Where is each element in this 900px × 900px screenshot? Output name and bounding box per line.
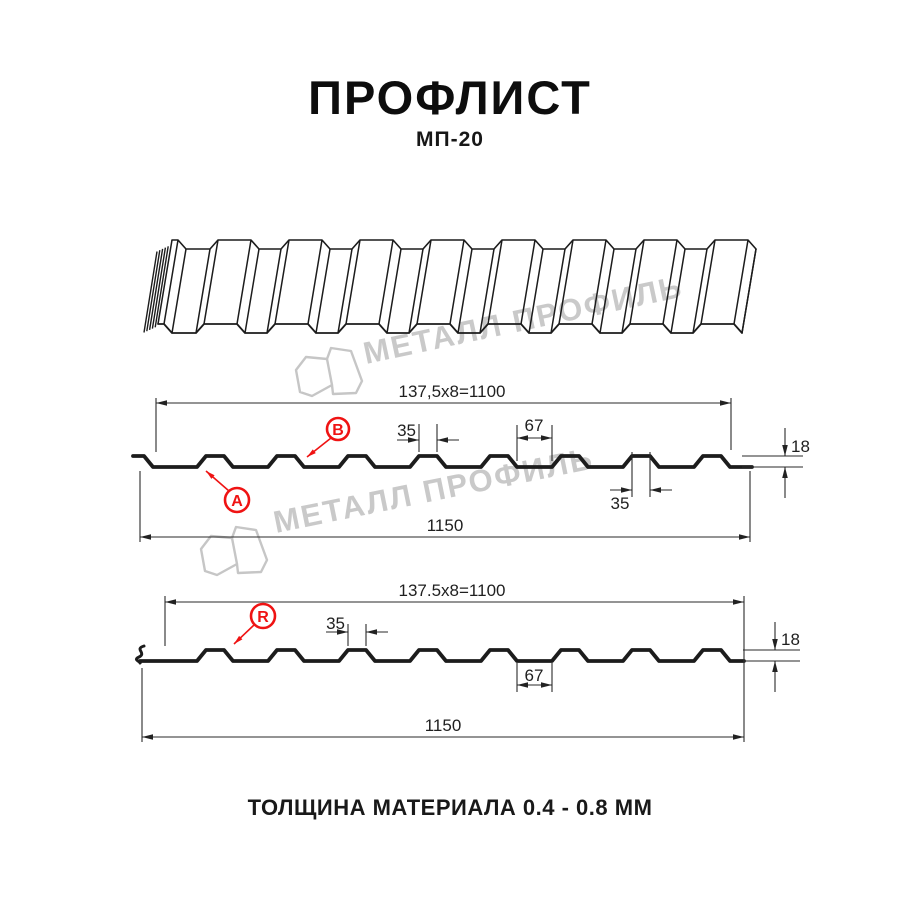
callout-r-circle [249,602,277,630]
s2-height-label: 18 [781,630,800,649]
s1-valley-width-label: 67 [525,416,544,435]
s1-crest-bottom-width-label: 35 [611,494,630,513]
s2-overall-width-label: 1150 [425,716,462,735]
callout-a-letter: A [231,493,243,510]
callout-b-circle [325,416,351,442]
cross-section-top-profile [131,454,754,469]
callout-b-letter: B [332,422,344,439]
s2-module-width-label: 137.5x8=1100 [399,581,506,600]
watermark-middle: МЕТАЛЛ ПРОФИЛЬ [199,441,597,577]
s1-module-width-label: 137,5x8=1100 [399,382,506,401]
s1-height-label: 18 [791,437,810,456]
callout-r-letter: R [257,609,269,626]
cross-section-bottom-profile [134,644,746,665]
cross-section-bottom-dimensions: 137.5x8=1100 35 18 67 1150 [141,581,800,742]
s1-crest-width-label: 35 [397,421,416,440]
cross-section-bottom-callouts: R [233,602,277,645]
s2-valley-width-label: 67 [525,666,544,685]
material-thickness-note: ТОЛЩИНА МАТЕРИАЛА 0.4 - 0.8 ММ [247,795,653,820]
cross-section-top-dimensions: 137,5x8=1100 35 67 18 35 [139,382,810,542]
s1-overall-width-label: 1150 [427,516,464,535]
cross-section-top-callouts: B A [205,416,351,514]
watermark-top: МЕТАЛЛ ПРОФИЛЬ [294,269,686,398]
page-title: ПРОФЛИСТ [308,71,592,124]
callout-a-circle [223,486,251,514]
s2-crest-width-label: 35 [326,614,345,633]
metall-profil-logo-icon [199,525,269,577]
profile-model-subtitle: МП-20 [416,128,484,151]
profile-sheet-3d-view [143,239,757,334]
metall-profil-logo-icon [294,346,364,398]
